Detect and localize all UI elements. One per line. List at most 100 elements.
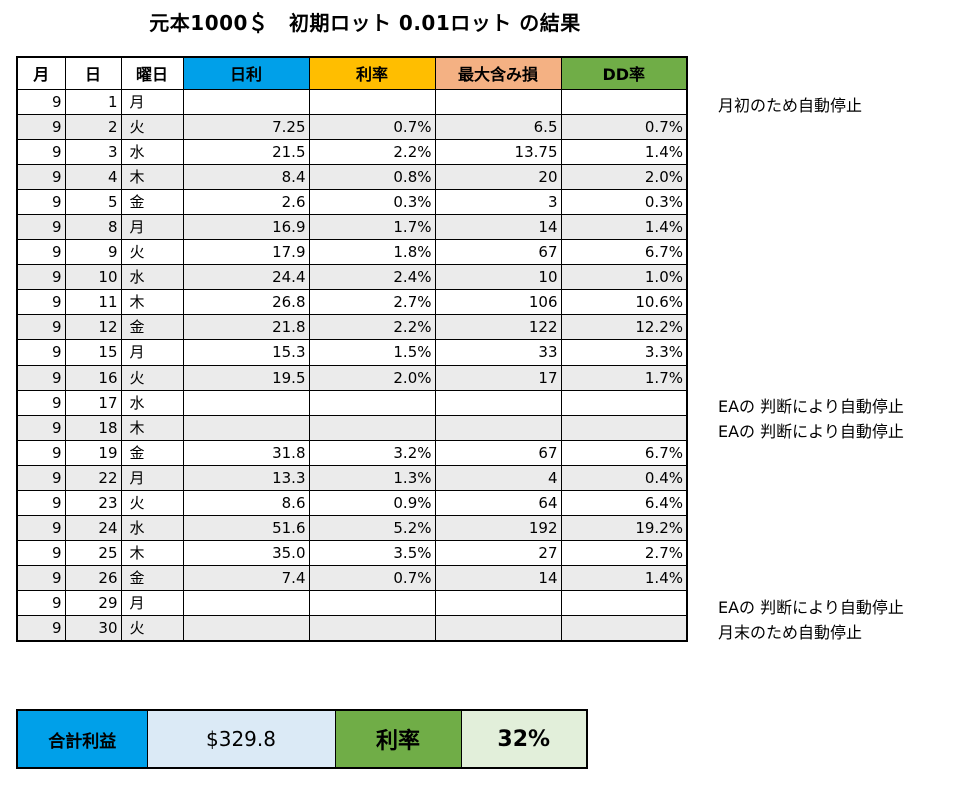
cell-dd-rate: 1.4% — [560, 565, 688, 592]
cell-daily-profit — [182, 88, 310, 115]
cell-month: 9 — [16, 565, 66, 592]
cell-dd-rate — [560, 414, 688, 441]
cell-day: 22 — [64, 464, 122, 492]
total-rate-label: 利率 — [334, 709, 462, 769]
cell-dd-rate: 10.6% — [560, 289, 688, 316]
cell-profit-rate: 0.7% — [308, 565, 436, 592]
cell-max-unrealized-loss — [434, 414, 562, 441]
cell-max-unrealized-loss: 17 — [434, 364, 562, 391]
cell-profit-rate — [308, 615, 436, 642]
table-row: 9 25 木 35.0 3.5% 27 2.7% — [16, 540, 688, 567]
cell-dd-rate: 0.4% — [560, 464, 688, 492]
cell-dd-rate: 3.3% — [560, 339, 688, 366]
cell-profit-rate: 5.2% — [308, 515, 436, 542]
cell-max-unrealized-loss: 4 — [434, 464, 562, 492]
cell-month: 9 — [16, 339, 66, 366]
header-day: 日 — [64, 56, 122, 90]
total-profit-label: 合計利益 — [16, 709, 148, 769]
cell-month: 9 — [16, 289, 66, 316]
cell-profit-rate — [308, 414, 436, 441]
cell-daily-profit: 51.6 — [182, 515, 310, 542]
cell-day: 26 — [64, 565, 122, 592]
cell-max-unrealized-loss: 67 — [434, 439, 562, 466]
cell-month: 9 — [16, 515, 66, 542]
summary-table: 合計利益 $329.8 利率 32% — [16, 709, 588, 769]
table-row: 9 24 水 51.6 5.2% 192 19.2% — [16, 515, 688, 542]
table-row: 9 2 火 7.25 0.7% 6.5 0.7% — [16, 113, 688, 140]
cell-month: 9 — [16, 239, 66, 266]
cell-max-unrealized-loss: 122 — [434, 314, 562, 341]
cell-profit-rate: 2.2% — [308, 314, 436, 341]
cell-profit-rate — [308, 389, 436, 416]
cell-daily-profit: 35.0 — [182, 540, 310, 567]
cell-weekday: 金 — [120, 188, 184, 215]
cell-max-unrealized-loss: 6.5 — [434, 113, 562, 140]
row-note: EAの 判断により自動停止 — [718, 422, 904, 442]
cell-month: 9 — [16, 590, 66, 617]
cell-day: 1 — [64, 88, 122, 115]
row-note: EAの 判断により自動停止 — [718, 598, 904, 617]
table-row: 9 9 火 17.9 1.8% 67 6.7% — [16, 239, 688, 266]
cell-profit-rate: 2.0% — [308, 364, 436, 391]
row-note: EAの 判断により自動停止 — [718, 397, 904, 417]
table-row: 9 17 水 — [16, 389, 688, 416]
table-row: 9 19 金 31.8 3.2% 67 6.7% — [16, 439, 688, 466]
cell-daily-profit: 8.4 — [182, 163, 310, 190]
cell-day: 2 — [64, 113, 122, 140]
cell-profit-rate: 0.8% — [308, 163, 436, 190]
cell-month: 9 — [16, 464, 66, 492]
cell-dd-rate: 2.7% — [560, 540, 688, 567]
cell-daily-profit: 21.8 — [182, 314, 310, 341]
header-max-unrealized-loss: 最大含み損 — [434, 56, 562, 90]
cell-daily-profit: 7.4 — [182, 565, 310, 592]
cell-day: 5 — [64, 188, 122, 215]
cell-month: 9 — [16, 213, 66, 241]
table-row: 9 10 水 24.4 2.4% 10 1.0% — [16, 264, 688, 291]
header-weekday: 曜日 — [120, 56, 184, 90]
cell-weekday: 火 — [120, 113, 184, 140]
header-profit-rate: 利率 — [308, 56, 436, 90]
cell-daily-profit: 24.4 — [182, 264, 310, 291]
table-row: 9 5 金 2.6 0.3% 3 0.3% — [16, 188, 688, 215]
cell-weekday: 月 — [120, 590, 184, 617]
row-note: 月末のため自動停止 — [718, 623, 863, 643]
header-month: 月 — [16, 56, 66, 90]
cell-month: 9 — [16, 138, 66, 165]
table-row: 9 22 月 13.3 1.3% 4 0.4% — [16, 464, 688, 492]
cell-weekday: 水 — [120, 515, 184, 542]
cell-month: 9 — [16, 364, 66, 391]
cell-dd-rate: 19.2% — [560, 515, 688, 542]
cell-month: 9 — [16, 439, 66, 466]
cell-weekday: 金 — [120, 439, 184, 466]
page-title: 元本1000＄ 初期ロット 0.01ロット の結果 — [149, 11, 581, 35]
cell-dd-rate: 1.4% — [560, 138, 688, 165]
cell-daily-profit: 16.9 — [182, 213, 310, 241]
cell-max-unrealized-loss: 10 — [434, 264, 562, 291]
results-table: 月 日 曜日 日利 利率 最大含み損 DD率 9 1 月 9 2 火 7.25 0.7% 6.5… — [16, 56, 688, 643]
cell-month: 9 — [16, 314, 66, 341]
cell-profit-rate — [308, 590, 436, 617]
cell-max-unrealized-loss — [434, 389, 562, 416]
cell-month: 9 — [16, 389, 66, 416]
cell-weekday: 木 — [120, 163, 184, 190]
cell-month: 9 — [16, 188, 66, 215]
cell-max-unrealized-loss: 13.75 — [434, 138, 562, 165]
cell-daily-profit: 17.9 — [182, 239, 310, 266]
cell-weekday: 水 — [120, 138, 184, 165]
cell-profit-rate: 2.2% — [308, 138, 436, 165]
cell-max-unrealized-loss — [434, 615, 562, 642]
table-row: 9 26 金 7.4 0.7% 14 1.4% — [16, 565, 688, 592]
cell-profit-rate — [308, 88, 436, 115]
cell-daily-profit: 21.5 — [182, 138, 310, 165]
table-row: 9 30 火 — [16, 615, 688, 642]
cell-day: 18 — [64, 414, 122, 441]
cell-day: 9 — [64, 239, 122, 266]
cell-weekday: 水 — [120, 264, 184, 291]
table-row: 9 11 木 26.8 2.7% 106 10.6% — [16, 289, 688, 316]
cell-weekday: 木 — [120, 289, 184, 316]
cell-day: 12 — [64, 314, 122, 341]
cell-dd-rate: 6.7% — [560, 239, 688, 266]
table-row: 9 18 木 — [16, 414, 688, 441]
cell-weekday: 火 — [120, 615, 184, 642]
